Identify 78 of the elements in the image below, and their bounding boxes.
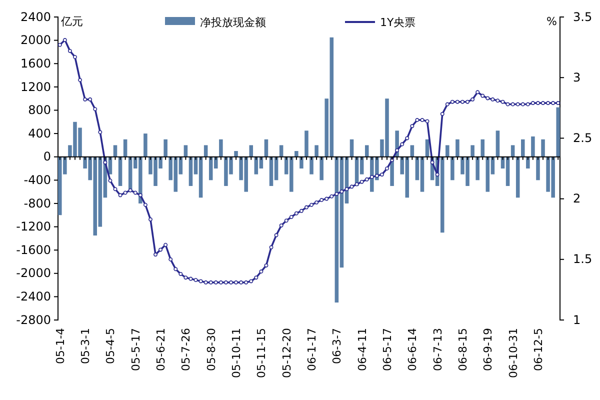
bar [113,145,118,157]
y-tick-label: -2000 [16,266,51,280]
y2-tick-label: 3.5 [573,10,592,24]
bar [314,145,318,157]
y2-tick-label: 2.5 [573,131,592,146]
y-tick-label: -800 [24,196,51,210]
y-tick-label: -400 [24,172,51,187]
x-tick-label: 06-8-15 [456,328,470,371]
y-tick-label: 400 [28,126,51,140]
x-tick-label: 06-4-11 [356,328,369,371]
x-tick-label: 06-3-7 [330,328,344,364]
x-tick-label: 05-1-4 [54,328,67,364]
x-tick-label: 05-7-26 [180,328,193,371]
bar [456,139,460,157]
y2-tick-label: 1 [573,312,581,327]
bar [480,139,485,157]
y2-tick-label: 3 [573,70,581,84]
y-tick-label: 2000 [20,33,51,48]
bar [300,156,304,168]
y2-tick-label: 1.5 [573,252,592,266]
bar [470,145,474,157]
bar [541,139,545,157]
bar [264,139,268,157]
y2-tick-label: 2 [573,192,581,206]
bar [310,156,314,174]
y-tick-label: -1200 [16,220,51,234]
bar [123,139,128,157]
bar [476,156,480,180]
y-tick-label: -2800 [16,312,51,327]
bar [556,107,560,157]
x-tick-label: 06-7-13 [431,328,444,371]
y-tick-label: -1600 [16,242,51,257]
y-tick-label: 800 [28,103,51,118]
x-tick-label: 05-11-15 [255,328,268,378]
x-tick-label: 05-4-5 [104,328,118,364]
bar [249,145,254,157]
bar [234,151,238,157]
bar [410,145,414,157]
bar [496,130,500,157]
bar [294,151,298,157]
bar [364,145,369,157]
y-axis-title: 亿元 [60,15,83,28]
x-tick-label: 06-1-17 [306,328,319,371]
bar [279,145,284,157]
x-tick-label: 06-5-17 [381,328,394,371]
bar [531,136,535,157]
bar [184,145,188,157]
bar [520,139,525,157]
y-tick-label: 2400 [20,10,51,24]
bar [526,156,530,168]
bar [304,130,308,157]
x-tick-label: 06-9-19 [482,328,495,371]
bar [164,139,168,157]
x-tick-label: 05-12-20 [280,328,294,378]
x-tick-label: 06-6-14 [406,328,420,371]
x-tick-label: 05-5-17 [129,328,142,371]
bar [450,156,454,180]
y-tick-label: -2400 [16,290,51,304]
bar [510,145,515,157]
y2-axis-title: % [546,15,557,28]
bar [446,145,450,157]
x-tick-label: 05-6-21 [154,328,168,371]
bar [350,139,354,157]
y-tick-label: 1200 [20,80,51,94]
y-tick-label: 1600 [20,56,51,70]
bar [320,156,324,180]
x-tick-label: 05-3-1 [79,328,92,364]
x-tick-label: 06-10-31 [506,328,520,378]
y-tick-label: 0 [43,150,51,164]
bar [536,156,540,180]
bar [219,139,223,157]
x-tick-label: 06-12-5 [532,328,545,371]
bar [144,134,148,157]
bar [204,145,208,157]
legend-label: 净投放现金额 [200,16,266,29]
legend-label: 1Y央票 [380,16,416,29]
x-tick-label: 05-10-11 [230,328,244,378]
x-tick-label: 05-8-30 [204,328,218,371]
